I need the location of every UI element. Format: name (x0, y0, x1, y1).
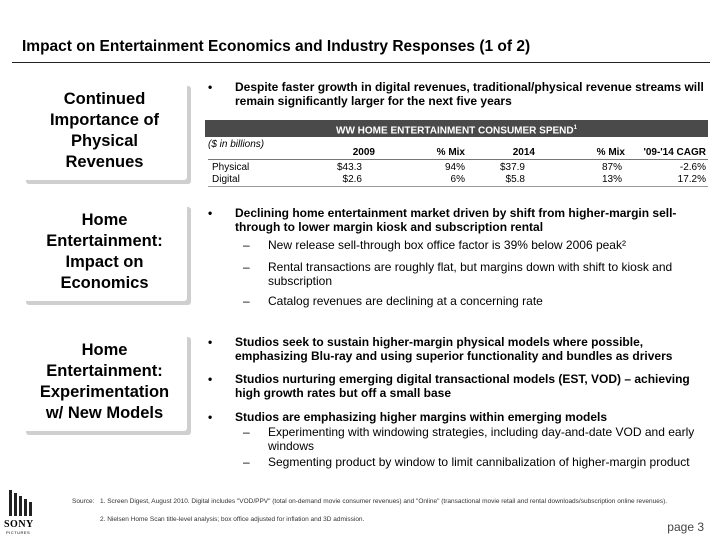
logo-sub: PICTURES (6, 530, 31, 535)
box-impact-on-economics: Home Entertainment: Impact on Economics (22, 203, 187, 301)
page-title: Impact on Entertainment Economics and In… (22, 38, 531, 55)
table-cell: -2.6% (679, 162, 706, 173)
box-line: Importance of (49, 111, 160, 129)
box-continued-importance: Continued Importance of Physical Revenue… (22, 82, 187, 180)
table-cell: 13% (601, 174, 622, 185)
table-cell: $5.8 (505, 174, 525, 185)
table-title-text: WW HOME ENTERTAINMENT CONSUMER SPEND (336, 125, 574, 137)
box-line: Revenues (65, 153, 144, 171)
box-line: Home (81, 211, 128, 229)
box-line: Continued (63, 90, 146, 108)
box-line: Entertainment: (46, 232, 163, 250)
bullet-physical-revenues: Despite faster growth in digital revenue… (235, 80, 704, 108)
dash-marker: – (243, 294, 250, 308)
sub-bullet: Rental transactions are roughly flat, bu… (268, 260, 673, 288)
table-unit: ($ in billions) (208, 139, 265, 150)
table-col-header: '09-'14 CAGR (643, 147, 706, 158)
table-row-label: Physical (212, 162, 250, 173)
bullet-physical-models: Studios seek to sustain higher-margin ph… (235, 335, 673, 363)
box-line: Experimentation (39, 383, 170, 401)
table-col-header: 2009 (352, 147, 375, 158)
sub-bullet: Catalog revenues are declining at a conc… (268, 294, 543, 308)
box-line: Home (81, 341, 128, 359)
table-divider (208, 159, 708, 160)
table-cell: $37.9 (499, 162, 525, 173)
sub-bullet: Experimenting with windowing strategies,… (268, 425, 695, 453)
bullet-digital-models: Studios nurturing emerging digital trans… (235, 372, 690, 400)
dash-marker: – (243, 238, 250, 252)
bullet-marker: • (208, 335, 213, 349)
sub-bullet: New release sell-through box office fact… (268, 238, 626, 252)
source-note-2: 2. Nielsen Home Scan title-level analysi… (100, 516, 365, 523)
sub-bullet: Segmenting product by window to limit ca… (268, 455, 690, 469)
table-cell: $43.3 (336, 162, 362, 173)
bullet-marker: • (208, 206, 213, 220)
bullet-marker: • (208, 410, 213, 424)
table-row-label: Digital (212, 174, 240, 185)
table-cell: 17.2% (677, 174, 706, 185)
dash-marker: – (243, 260, 250, 274)
box-line: Entertainment: (46, 362, 163, 380)
table-col-header: % Mix (596, 147, 625, 158)
box-line: w/ New Models (45, 404, 164, 422)
source-note-1: 1. Screen Digest, August 2010. Digital i… (100, 498, 668, 505)
table-col-header: 2014 (512, 147, 535, 158)
table-cell: 6% (450, 174, 465, 185)
page-number: page 3 (667, 520, 704, 534)
table-title: WW HOME ENTERTAINMENT CONSUMER SPEND1 (205, 120, 708, 137)
box-experimentation: Home Entertainment: Experimentation w/ N… (22, 333, 187, 431)
logo-brand: SONY (4, 519, 34, 530)
dash-marker: – (243, 455, 250, 469)
bullet-marker: • (208, 80, 213, 94)
bullet-marker: • (208, 372, 213, 386)
table-cell: 87% (601, 162, 622, 173)
table-cell: $2.6 (342, 174, 362, 185)
table-cell: 94% (444, 162, 465, 173)
source-label: Source: (72, 498, 95, 505)
box-line: Physical (71, 132, 138, 150)
table-title-sup: 1 (573, 125, 577, 131)
bullet-declining-market: Declining home entertainment market driv… (235, 206, 677, 234)
box-line: Impact on (65, 253, 144, 271)
bullet-higher-margins: Studios are emphasizing higher margins w… (235, 410, 608, 424)
box-line: Economics (60, 274, 149, 292)
table-col-header: % Mix (436, 147, 465, 158)
sony-pictures-logo (6, 488, 34, 518)
table-bottom-divider (208, 186, 708, 187)
title-divider (12, 62, 710, 63)
dash-marker: – (243, 425, 250, 439)
